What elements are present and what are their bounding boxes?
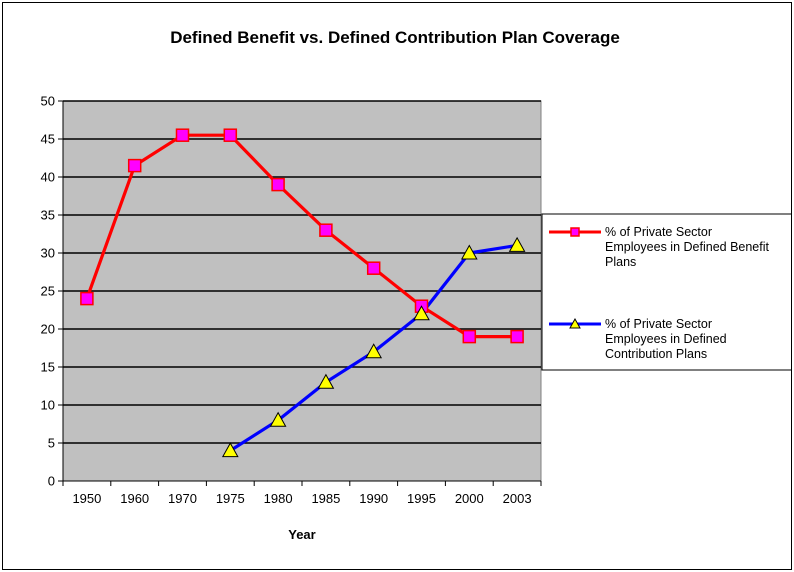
series-line-1	[85, 133, 518, 339]
x-tick-label: 1970	[168, 491, 197, 506]
x-tick-label: 1950	[72, 491, 101, 506]
x-tick-label: 1985	[311, 491, 340, 506]
legend-label-line: Employees in Defined	[605, 332, 727, 346]
legend-marker-1	[570, 227, 580, 237]
legend-box	[541, 213, 791, 371]
y-tick-label: 30	[41, 246, 55, 261]
series-markers	[80, 128, 526, 458]
data-point-s1-1960	[127, 158, 142, 173]
y-tick-label: 25	[41, 284, 55, 299]
data-point-s2-2000	[460, 244, 478, 260]
y-tick-label: 40	[41, 170, 55, 185]
data-point-s1-2000	[462, 329, 477, 344]
legend-label-line: Contribution Plans	[605, 347, 707, 361]
legend-marker-2	[569, 317, 581, 329]
x-tick-label: 1975	[216, 491, 245, 506]
x-tick-labels: 1950 1960 1970 1975 1980 1985 1990 1995 2000 2003	[72, 491, 531, 506]
chart-title: Defined Benefit vs. Defined Contribution…	[170, 28, 620, 47]
y-tick-label: 10	[41, 398, 55, 413]
data-point-s2-1980	[269, 411, 287, 427]
data-point-s1-2003	[510, 329, 524, 344]
data-point-s1-1975	[223, 128, 238, 142]
data-point-s1-1990	[366, 261, 381, 275]
data-point-s2-1985	[317, 373, 335, 389]
legend-label-line: Plans	[605, 255, 636, 269]
data-point-s2-1990	[365, 343, 383, 359]
chart-svg: Defined Benefit vs. Defined Contribution…	[41, 28, 791, 542]
x-axis-title: Year	[288, 527, 315, 542]
legend-label-line: % of Private Sector	[605, 225, 712, 239]
y-tick-label: 5	[48, 436, 55, 451]
x-tick-label: 1990	[359, 491, 388, 506]
y-tick-label: 0	[48, 474, 55, 489]
y-tick-label: 50	[41, 94, 55, 109]
y-tick-label: 45	[41, 132, 55, 147]
data-point-s1-1985	[319, 223, 333, 237]
y-tick-label: 20	[41, 322, 55, 337]
x-tick-label: 2003	[503, 491, 532, 506]
legend-label-line: % of Private Sector	[605, 317, 712, 331]
gridlines	[63, 100, 541, 444]
data-point-s1-1980	[271, 177, 285, 192]
data-point-s1-1970	[175, 128, 190, 142]
y-tick-label: 15	[41, 360, 55, 375]
y-tick-label: 35	[41, 208, 55, 223]
data-point-s2-2003	[508, 236, 526, 252]
x-tick-label: 1980	[264, 491, 293, 506]
data-point-s2-1975	[221, 442, 239, 458]
x-tick-label: 2000	[455, 491, 484, 506]
x-tick-label: 1995	[407, 491, 436, 506]
data-point-s1-1950	[80, 291, 94, 306]
data-point-s2-1995	[413, 305, 430, 321]
legend-label-line: Employees in Defined Benefit	[605, 240, 770, 254]
y-tick-labels: 0 5 10 15 20 25 30 35 40 45 50	[41, 94, 55, 489]
x-tick-label: 1960	[120, 491, 149, 506]
axes	[58, 100, 542, 486]
